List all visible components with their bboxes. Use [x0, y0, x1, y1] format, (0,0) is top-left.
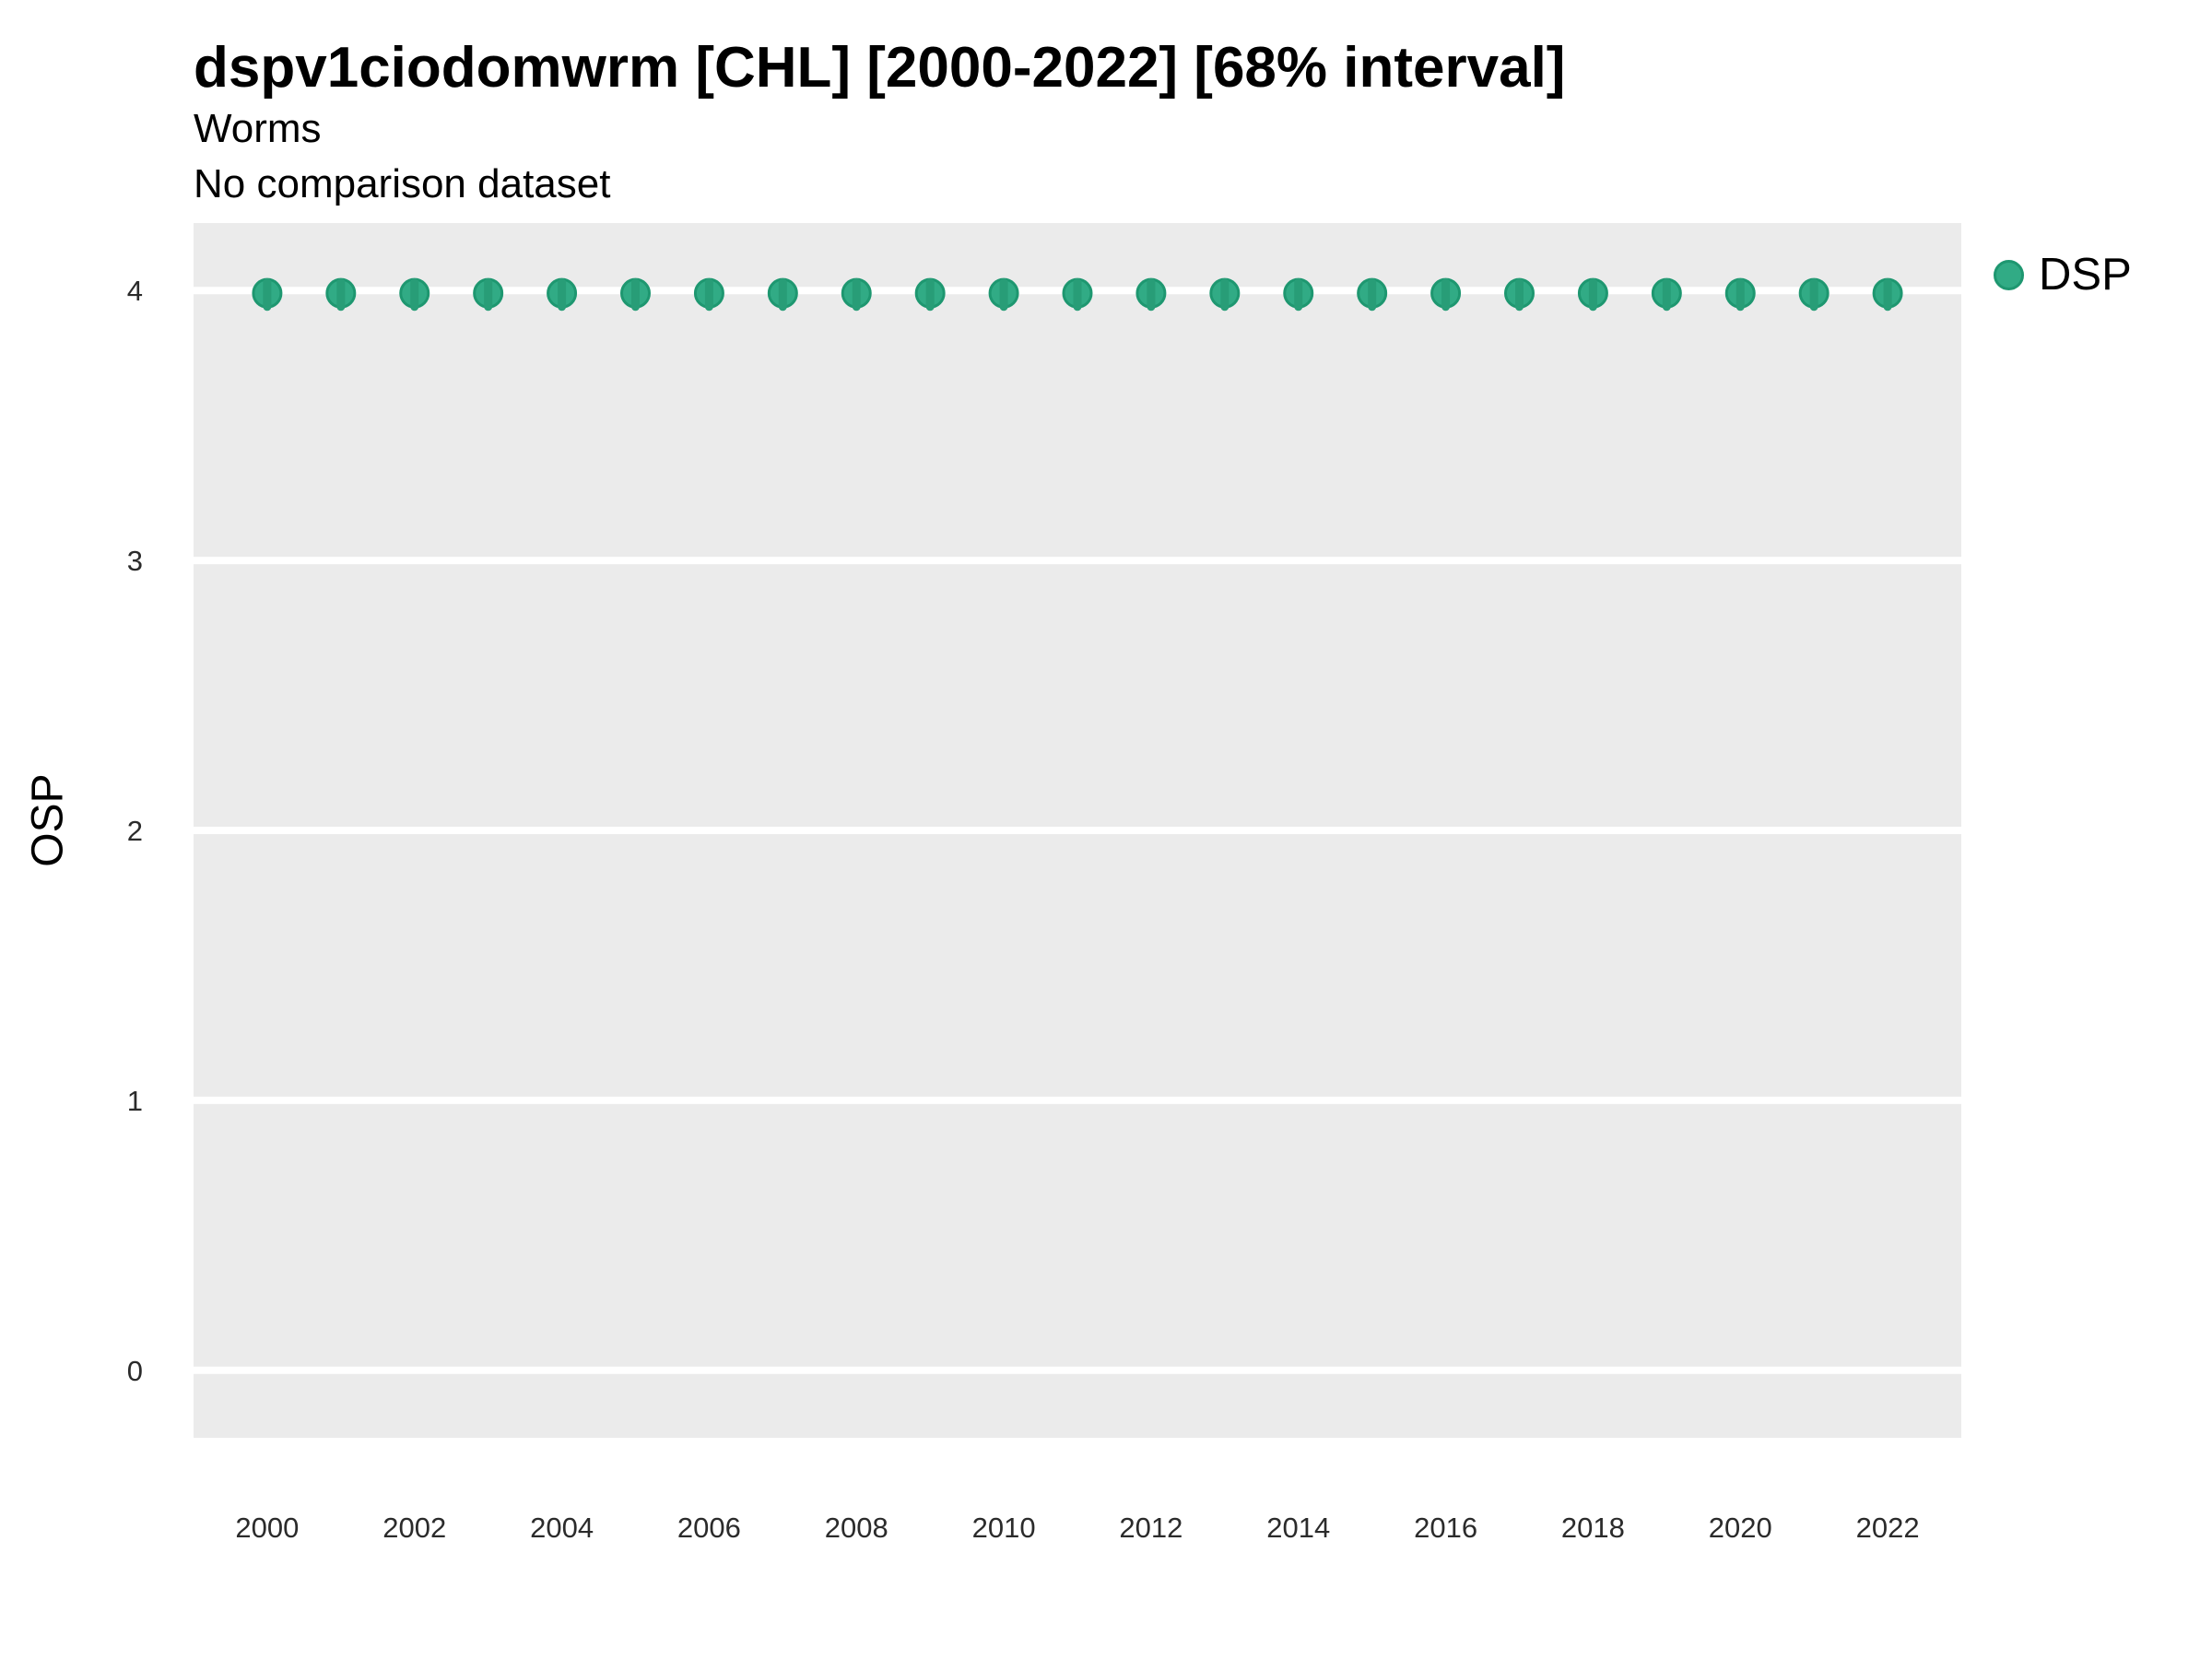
x-tick-label: 2022 — [1856, 1512, 1920, 1544]
x-tick-label: 2018 — [1561, 1512, 1625, 1544]
chart-title: dspv1ciodomwrm [CHL] [2000-2022] [68% in… — [194, 36, 1566, 100]
legend-marker-dsp-icon — [1994, 259, 2024, 290]
chart-header: dspv1ciodomwrm [CHL] [2000-2022] [68% in… — [194, 35, 1565, 212]
y-tick-label: 3 — [127, 545, 143, 577]
y-tick-label: 4 — [127, 275, 143, 307]
x-tick-label: 2012 — [1119, 1512, 1182, 1544]
x-tick-label: 2016 — [1414, 1512, 1477, 1544]
y-tick-label: 1 — [127, 1085, 143, 1117]
x-tick-label: 2014 — [1266, 1512, 1330, 1544]
x-tick-label: 2006 — [677, 1512, 741, 1544]
legend-label-dsp: DSP — [2039, 250, 2132, 300]
chart-subtitle: Worms — [194, 106, 322, 151]
y-tick-label: 0 — [127, 1355, 143, 1387]
legend: DSP — [1994, 251, 2132, 299]
x-tick-label: 2010 — [972, 1512, 1036, 1544]
x-tick-label: 2004 — [530, 1512, 594, 1544]
x-tick-label: 2020 — [1709, 1512, 1772, 1544]
comparison-note: No comparison dataset — [194, 161, 611, 206]
x-tick-label: 2000 — [235, 1512, 299, 1544]
y-tick-label: 2 — [127, 815, 143, 847]
x-tick-label: 2008 — [825, 1512, 888, 1544]
x-tick-label: 2002 — [382, 1512, 446, 1544]
